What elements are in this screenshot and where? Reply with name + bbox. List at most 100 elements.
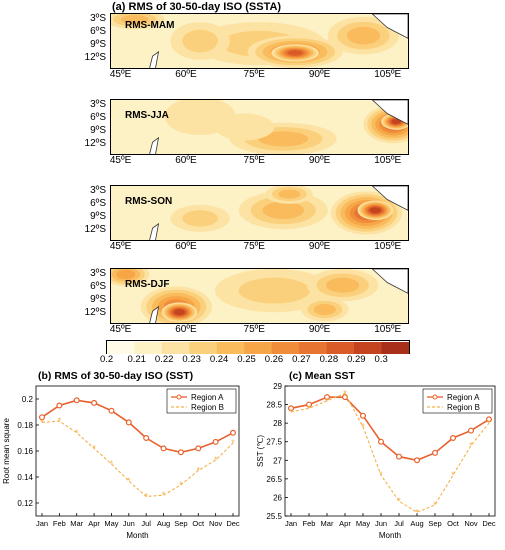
y-tick-label: 26 (273, 493, 282, 502)
data-point (56, 402, 63, 409)
colorbar-swatch (189, 342, 218, 354)
x-tick-label: May (356, 519, 370, 528)
lat-tick-label: 3ºS (90, 13, 106, 25)
x-tick-label: Feb (53, 519, 66, 528)
x-tick-label: Jan (36, 519, 48, 528)
data-point (359, 412, 366, 419)
lat-tick-label: 12ºS (84, 223, 106, 235)
x-tick-label: May (104, 519, 118, 528)
data-point (396, 453, 403, 460)
x-tick-label: Dec (226, 519, 240, 528)
x-tick-label: Feb (303, 519, 316, 528)
map-panel: RMS-SON (110, 185, 409, 241)
x-tick-label: Nov (209, 519, 223, 528)
x-tick-label: Jul (141, 519, 151, 528)
x-tick-label: Apr (88, 519, 100, 528)
x-tick-label: Sep (174, 519, 187, 528)
lon-tick-label: 90ºE (308, 241, 331, 252)
data-point: * (325, 396, 329, 406)
lon-tick-label: 60ºE (175, 69, 197, 80)
data-point: * (144, 492, 148, 502)
data-point: * (361, 422, 365, 432)
map-field (111, 100, 408, 154)
data-point: * (127, 476, 131, 486)
x-axis-label: Month (126, 531, 148, 540)
data-point: * (343, 388, 347, 398)
data-point: * (289, 407, 293, 417)
y-tick-label: 28.5 (266, 401, 282, 410)
lon-tick-label: 45ºE (109, 155, 132, 166)
colorbar-tick-label: 0.26 (264, 354, 284, 365)
lon-tick-label: 45ºE (109, 69, 132, 80)
data-point: * (110, 459, 114, 469)
map-season-label: RMS-JJA (125, 110, 169, 121)
lon-tick-label: 45ºE (109, 241, 132, 252)
data-point: * (397, 496, 401, 506)
data-point: * (487, 418, 491, 428)
coastline (149, 305, 160, 323)
lat-tick-label: 6ºS (90, 197, 106, 209)
y-tick-label: 0.2 (22, 395, 34, 404)
lon-tick-label: 90ºE (308, 155, 331, 166)
series-line (290, 396, 490, 462)
x-tick-label: Oct (447, 519, 460, 528)
colorbar-tick-label: 0.21 (127, 354, 146, 365)
data-point (287, 405, 294, 412)
data-point: * (451, 470, 455, 480)
lon-tick-label: 105ºE (374, 69, 402, 80)
lat-tick-label: 3ºS (90, 185, 106, 197)
chart-title: (c) Mean SST (289, 370, 356, 382)
lat-tick-label: 9ºS (90, 210, 106, 222)
data-point (414, 457, 421, 464)
data-point: * (469, 440, 473, 450)
data-point (38, 414, 45, 421)
data-point (432, 449, 439, 456)
lat-tick-label: 6ºS (90, 25, 106, 37)
y-tick-label: 25.5 (266, 512, 282, 521)
data-point (450, 434, 457, 441)
data-point (230, 429, 237, 436)
y-tick-label: 0.16 (17, 447, 33, 456)
data-point (91, 399, 98, 406)
x-tick-label: Jun (123, 519, 135, 528)
data-point (160, 445, 167, 452)
series-line (41, 399, 234, 454)
data-point: * (415, 507, 419, 517)
colorbar-swatch (134, 342, 163, 354)
maps-title: (a) RMS of 30-50-day ISO (SSTA) (112, 1, 282, 13)
colorbar-tick-label: 0.29 (347, 354, 366, 365)
colorbar-swatch (107, 342, 135, 354)
data-point: * (179, 480, 183, 490)
data-point: * (58, 416, 62, 426)
y-axis-label: SST (℃) (256, 435, 265, 467)
lon-tick-label: 60ºE (175, 155, 197, 166)
legend-entry: Region A (191, 393, 224, 402)
y-tick-label: 27 (273, 456, 282, 465)
y-tick-label: 0.14 (17, 473, 33, 482)
lon-tick-label: 75ºE (243, 241, 265, 252)
colorbar-swatches (107, 342, 410, 354)
lat-tick-label: 12ºS (84, 51, 106, 63)
coastline (149, 222, 160, 240)
data-point: * (433, 500, 437, 510)
lon-tick-label: 90ºE (308, 69, 331, 80)
map-field (111, 14, 408, 68)
colorbar (106, 340, 410, 354)
colorbar-swatch (244, 342, 273, 354)
colorbar-tick-label: 0.27 (292, 354, 311, 365)
y-tick-label: 0.12 (17, 499, 33, 508)
plot-frame (284, 385, 496, 517)
map-season-label: RMS-SON (125, 196, 173, 207)
lat-tick-label: 9ºS (90, 293, 106, 305)
y-tick-label: 26.5 (266, 475, 282, 484)
lat-tick-label: 6ºS (90, 111, 106, 123)
coastline (371, 269, 408, 294)
legend-entry: Region B (191, 403, 224, 412)
data-point: * (92, 443, 96, 453)
colorbar-swatch (354, 342, 383, 354)
chart-title: (b) RMS of 30-50-day ISO (SST) (38, 370, 193, 382)
lat-tick-label: 9ºS (90, 38, 106, 50)
lon-tick-label: 105ºE (374, 241, 402, 252)
y-axis-label: Root mean square (2, 418, 11, 484)
colorbar-tick-label: 0.2 (100, 354, 114, 365)
